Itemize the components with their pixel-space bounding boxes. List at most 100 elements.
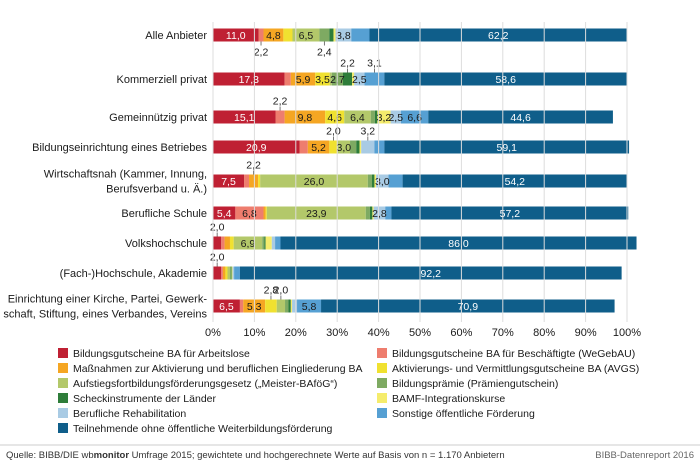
bar-segment xyxy=(239,299,244,313)
bar-segment xyxy=(369,206,373,220)
legend-swatch xyxy=(377,363,387,373)
bar-segment xyxy=(329,140,338,154)
callout-label: 2,0 xyxy=(326,126,341,138)
bar-segment xyxy=(342,72,353,86)
data-label: 5,8 xyxy=(302,301,317,313)
data-label: 6,5 xyxy=(219,301,234,313)
bar-segment xyxy=(369,28,627,42)
bar-segment xyxy=(213,72,285,86)
callout-label: 2,2 xyxy=(340,58,355,70)
bar-segment xyxy=(372,206,374,220)
bar-segment xyxy=(232,266,235,280)
bar-segment xyxy=(222,266,226,280)
bar-segment xyxy=(365,206,370,220)
category-label-line: Volkshochschule xyxy=(125,238,207,250)
bar-segment xyxy=(233,236,263,250)
legend-label: Bildungsgutscheine BA für Beschäftigte (… xyxy=(392,348,635,360)
bar-segment xyxy=(354,72,365,86)
x-tick-label: 80% xyxy=(533,327,555,339)
x-tick-label: 20% xyxy=(285,327,307,339)
bar-segment xyxy=(290,299,293,313)
legend-label: Aktivierungs- und Vermittlungsgutscheine… xyxy=(392,363,639,375)
data-label: 7,5 xyxy=(221,176,236,188)
bar-segment xyxy=(288,299,291,313)
data-label: 20,9 xyxy=(246,142,267,154)
bar-segment xyxy=(384,72,627,86)
category-label-line: Kommerziell privat xyxy=(117,74,207,86)
bar-segment xyxy=(370,110,375,124)
bar-segment xyxy=(428,110,613,124)
bar-segment xyxy=(260,174,368,188)
legend-label: Bildungsgutscheine BA für Arbeitslose xyxy=(73,348,250,360)
category-label-line: Einrichtung einer Kirche, Partei, Gewerk… xyxy=(8,294,208,306)
bar-segment xyxy=(213,206,236,220)
bar-segment xyxy=(367,174,372,188)
data-label: 92,2 xyxy=(421,268,442,280)
category-label-line: Berufsverband u. Ä.) xyxy=(106,184,207,196)
bar-segment xyxy=(271,236,276,250)
legend-label: Berufliche Rehabilitation xyxy=(73,408,186,420)
bar-segment xyxy=(388,174,403,188)
bar-segment xyxy=(333,28,336,42)
bar-segment xyxy=(391,206,629,220)
data-label: 59,1 xyxy=(497,142,518,154)
bar-segment xyxy=(319,28,330,42)
bar-segment xyxy=(275,110,285,124)
legend-swatch xyxy=(58,393,68,403)
bar-segment xyxy=(221,266,223,280)
bar-segment xyxy=(292,28,320,42)
bar-segment xyxy=(280,236,637,250)
legend-label: Teilnehmende ohne öffentliche Weiterbild… xyxy=(73,423,333,435)
footer-publisher: BIBB-Datenreport 2016 xyxy=(595,450,694,461)
category-label-line: (Fach-)Hochschule, Akademie xyxy=(60,268,207,280)
bar-segment xyxy=(213,28,259,42)
bar-segment xyxy=(221,236,225,250)
x-tick-label: 10% xyxy=(243,327,265,339)
bar-segment xyxy=(284,110,326,124)
data-label: 3,8 xyxy=(336,30,351,42)
data-label: 2,5 xyxy=(388,112,403,124)
bar-segment xyxy=(385,206,392,220)
data-label: 9,8 xyxy=(298,112,313,124)
data-label: 11,0 xyxy=(226,30,246,42)
data-label: 86,0 xyxy=(448,238,469,250)
bar-segment xyxy=(229,236,234,250)
category-label: Alle Anbieter xyxy=(145,30,207,42)
bar-segment xyxy=(234,266,240,280)
bar-segment xyxy=(258,174,261,188)
legend-label: BAMF-Integrationskurse xyxy=(392,393,505,405)
data-label: 57,2 xyxy=(500,208,521,220)
data-label: 6,6 xyxy=(407,112,422,124)
bar-segment xyxy=(283,28,293,42)
bar-segment xyxy=(344,110,371,124)
bar-segment xyxy=(224,236,230,250)
bar-segment xyxy=(335,28,352,42)
data-label: 3,0 xyxy=(337,142,352,154)
data-label: 3,2 xyxy=(377,112,392,124)
callout-label: 2,2 xyxy=(254,47,269,59)
footer-source: Quelle: BIBB/DIE wbmonitor Umfrage 2015;… xyxy=(6,450,505,461)
category-label: Wirtschaftsnah (Kammer, Innung, Berufsver… xyxy=(44,169,207,196)
legend-swatch xyxy=(377,378,387,388)
data-label: 3,5 xyxy=(315,74,330,86)
data-label: 6,8 xyxy=(242,208,257,220)
bar-segment xyxy=(350,140,357,154)
category-label-line: schaft, Stiftung, eines Verbandes, Verei… xyxy=(3,309,207,321)
bar-segment xyxy=(356,140,360,154)
callout-label: 2,0 xyxy=(210,252,225,264)
callout-label: 2,2 xyxy=(246,160,261,172)
category-label-line: Bildungseinrichtung eines Betriebes xyxy=(32,142,207,154)
category-label: Gemeinnützig privat xyxy=(109,112,207,124)
bar-segment xyxy=(230,266,232,280)
bar-segment xyxy=(263,28,284,42)
data-label: 2,8 xyxy=(372,208,387,220)
data-label: 2,5 xyxy=(352,74,367,86)
data-label: 6,5 xyxy=(299,30,314,42)
category-label: Einrichtung einer Kirche, Partei, Gewerk… xyxy=(3,294,207,321)
bar-segment xyxy=(402,174,627,188)
bar-segment xyxy=(284,72,291,86)
legend-swatch xyxy=(58,348,68,358)
data-label: 3,0 xyxy=(375,176,390,188)
bar-segment xyxy=(213,266,222,280)
bar-segment xyxy=(299,140,308,154)
